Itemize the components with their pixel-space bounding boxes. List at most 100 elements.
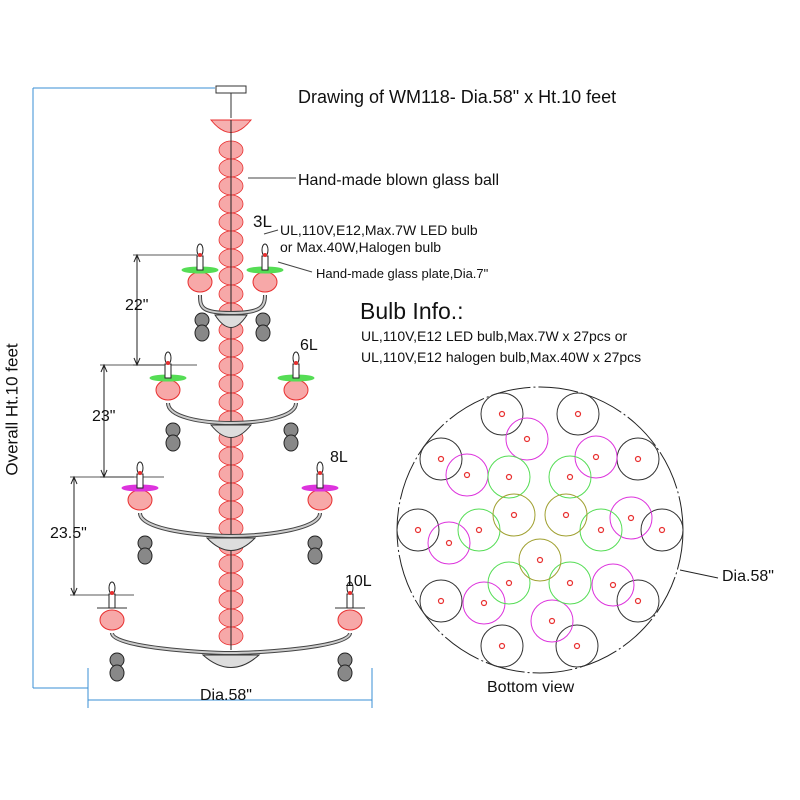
bulb-info-line2: UL,110V,E12 halogen bulb,Max.40W x 27pcs	[361, 349, 642, 365]
drawing-title: Drawing of WM118- Dia.58" x Ht.10 feet	[298, 87, 617, 107]
light-position-10l	[556, 392, 600, 436]
arm-hub-bowl	[214, 314, 248, 328]
bulb-base	[198, 253, 202, 257]
light-position-8l	[609, 496, 653, 540]
bulb-marker	[498, 410, 506, 418]
candle-arm-highlight	[230, 402, 297, 424]
light-position-8l	[574, 435, 618, 479]
dimension-arrow	[70, 475, 78, 597]
light-position-10l	[555, 624, 599, 668]
bulb-marker	[510, 511, 518, 519]
spacing-label-22: 22"	[125, 297, 149, 314]
light-position-10l	[480, 392, 524, 436]
bottom-view-diameter-leader	[679, 569, 719, 579]
hanging-drop	[194, 324, 210, 342]
candle-arm-highlight	[199, 294, 232, 314]
bulb-marker	[498, 642, 506, 650]
light-position-6l	[487, 455, 531, 499]
bulb-marker	[627, 514, 635, 522]
bulb-marker	[562, 511, 570, 519]
bulb-base	[138, 471, 142, 475]
glass-ball-callout: Hand-made blown glass ball	[298, 172, 499, 189]
bulb-marker	[566, 473, 574, 481]
hanging-drop	[337, 664, 353, 682]
candle-arm-highlight	[230, 294, 266, 314]
spacing-label-23: 23"	[92, 408, 116, 425]
glass-cup	[337, 609, 363, 631]
candle-sleeve	[261, 255, 269, 271]
light-position-8l	[591, 563, 635, 607]
bulb-info-heading: Bulb Info.:	[360, 298, 464, 324]
bulb-base	[348, 591, 352, 595]
candle-sleeve	[136, 473, 144, 489]
glass-cup	[127, 489, 153, 511]
bulb-marker	[445, 539, 453, 547]
light-position-10l	[419, 579, 463, 623]
light-position-6l	[487, 561, 531, 605]
light-position-6l	[548, 455, 592, 499]
hanging-drop	[283, 434, 299, 452]
candle-arm-highlight	[230, 632, 351, 654]
light-position-10l	[616, 437, 660, 481]
diameter-label: Dia.58"	[200, 687, 252, 704]
bulb-marker	[536, 556, 544, 564]
bulb-base	[263, 253, 267, 257]
candle-sleeve	[292, 363, 300, 379]
bulb-marker	[414, 526, 422, 534]
light-position-3l	[492, 493, 536, 537]
hanging-drop	[255, 324, 271, 342]
candle-arm-highlight	[230, 512, 321, 537]
bulb-base	[294, 361, 298, 365]
bulb-marker	[658, 526, 666, 534]
candle-sleeve	[108, 593, 116, 609]
light-position-6l	[548, 561, 592, 605]
bottom-view-label: Bottom view	[487, 679, 575, 696]
glass-cup	[99, 609, 125, 631]
light-position-10l	[419, 437, 463, 481]
tier-label-3l: 3L	[253, 212, 272, 231]
light-position-3l	[518, 538, 562, 582]
bulb-marker	[566, 579, 574, 587]
bulb-marker	[505, 579, 513, 587]
tier-label-8l: 8L	[330, 449, 348, 466]
bulb-base	[110, 591, 114, 595]
bottom-view-outline	[396, 386, 684, 674]
candle-sleeve	[316, 473, 324, 489]
bulb-marker	[475, 526, 483, 534]
bulb-marker	[573, 642, 581, 650]
bulb-marker	[523, 435, 531, 443]
hanging-drop	[109, 664, 125, 682]
bulb-marker	[634, 597, 642, 605]
spacing-label-23-5: 23.5"	[50, 525, 87, 542]
bulb-callout-line1: UL,110V,E12,Max.7W LED bulb	[280, 222, 478, 238]
canopy	[215, 85, 247, 94]
arm-hub-bowl	[205, 537, 257, 551]
bottom-view-diameter-label: Dia.58"	[722, 568, 774, 585]
candle-sleeve	[196, 255, 204, 271]
bulb-marker	[592, 453, 600, 461]
bulb-callout-line2: or Max.40W,Halogen bulb	[280, 239, 442, 255]
candle-arm-highlight	[139, 512, 232, 537]
hanging-drop	[307, 547, 323, 565]
tier-label-6l: 6L	[300, 337, 318, 354]
light-position-10l	[396, 508, 440, 552]
hanging-drop	[137, 547, 153, 565]
bulb-base	[166, 361, 170, 365]
bulb-marker	[548, 617, 556, 625]
bulb-marker	[609, 581, 617, 589]
hanging-drop	[165, 434, 181, 452]
bulb-marker	[480, 599, 488, 607]
light-position-3l	[544, 493, 588, 537]
bottom-view-diagram	[396, 386, 719, 674]
arm-hub-bowl	[209, 424, 253, 438]
glass-plate-callout: Hand-made glass plate,Dia.7"	[316, 266, 489, 281]
light-position-10l	[616, 579, 660, 623]
light-position-10l	[480, 624, 524, 668]
arm-hub-bowl	[201, 654, 261, 668]
glass-cup	[187, 271, 213, 293]
overall-height-label: Overall Ht.10 feet	[2, 343, 22, 476]
bulb-marker	[634, 455, 642, 463]
light-position-8l	[445, 453, 489, 497]
bulb-marker	[574, 410, 582, 418]
